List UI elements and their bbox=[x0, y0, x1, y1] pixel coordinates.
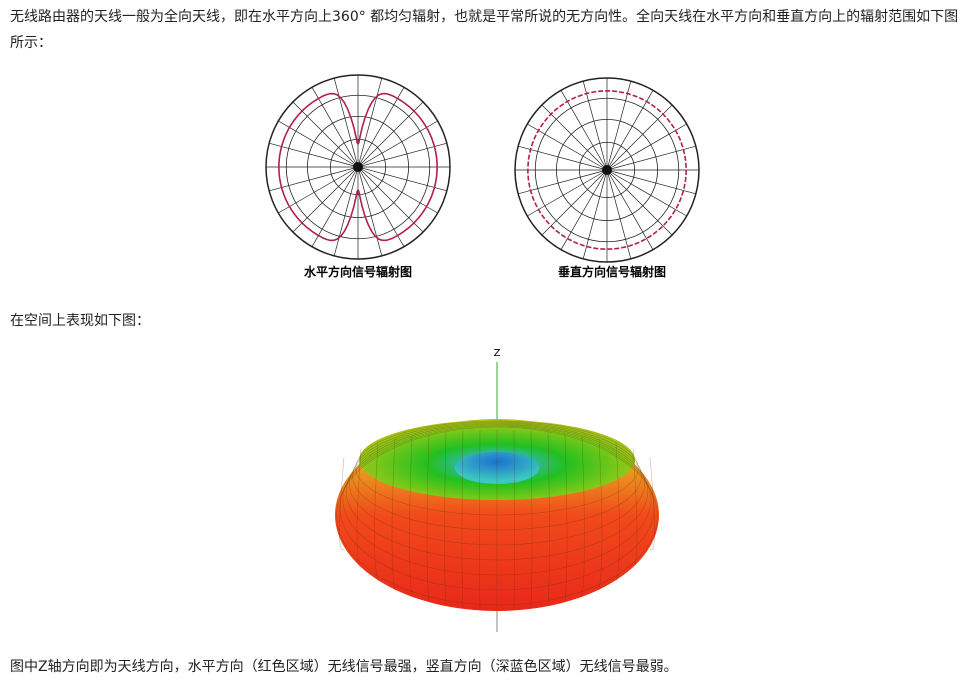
shape bbox=[513, 430, 515, 610]
shape bbox=[444, 432, 447, 606]
shape bbox=[606, 104, 673, 171]
shape bbox=[269, 142, 359, 168]
shape bbox=[356, 448, 362, 569]
shape bbox=[357, 166, 447, 192]
shape bbox=[479, 430, 481, 610]
shape bbox=[541, 169, 608, 236]
shape bbox=[278, 120, 359, 168]
shape bbox=[582, 81, 608, 171]
shape bbox=[292, 101, 359, 168]
shape bbox=[602, 165, 612, 175]
shape bbox=[518, 169, 608, 195]
shape bbox=[357, 166, 405, 247]
shape bbox=[581, 435, 585, 597]
intro-text: 无线路由器的天线一般为全向天线，即在水平方向上360° 都均匀辐射，也就是平常所… bbox=[10, 9, 959, 51]
shape bbox=[606, 145, 696, 171]
shape bbox=[606, 123, 687, 171]
shape bbox=[336, 426, 658, 606]
shape bbox=[426, 433, 430, 602]
shape bbox=[355, 420, 639, 516]
shape bbox=[527, 90, 687, 250]
shape bbox=[615, 442, 620, 581]
shape bbox=[357, 101, 424, 168]
shape bbox=[582, 169, 608, 259]
shape bbox=[606, 169, 687, 217]
shape bbox=[311, 87, 359, 168]
shape bbox=[311, 166, 359, 247]
shape bbox=[606, 169, 632, 259]
shape bbox=[269, 166, 359, 192]
shape bbox=[345, 423, 649, 561]
shape bbox=[527, 123, 608, 171]
shape bbox=[598, 438, 603, 590]
shape bbox=[357, 166, 424, 233]
torus bbox=[335, 419, 659, 611]
shape bbox=[530, 430, 533, 608]
shape bbox=[461, 430, 464, 608]
shape bbox=[342, 424, 652, 576]
vertical-caption: 垂直方向信号辐射图 bbox=[558, 264, 666, 279]
shape bbox=[518, 145, 608, 171]
shape bbox=[527, 169, 608, 217]
shape bbox=[409, 435, 413, 597]
shape bbox=[352, 421, 642, 531]
shape bbox=[357, 166, 383, 256]
conclusion-text: 图中Z轴方向即为天线方向，水平方向（红色区域）无线信号最强，竖直方向（深蓝色区域… bbox=[10, 659, 678, 675]
shape bbox=[357, 87, 405, 168]
horizontal-caption: 水平方向信号辐射图 bbox=[304, 264, 412, 279]
shape bbox=[606, 169, 673, 236]
shape bbox=[560, 90, 608, 171]
shape bbox=[374, 442, 379, 581]
shape bbox=[541, 104, 608, 171]
shape bbox=[349, 422, 645, 546]
shape bbox=[357, 166, 438, 214]
shape bbox=[357, 78, 383, 168]
shape bbox=[339, 457, 345, 551]
figures: 水平方向信号辐射图 垂直方向信号辐射图 Z bbox=[265, 74, 700, 632]
shape bbox=[278, 92, 438, 242]
shape bbox=[564, 433, 568, 602]
shape bbox=[560, 169, 608, 250]
shape bbox=[606, 169, 654, 250]
shape bbox=[339, 425, 655, 591]
space-text: 在空间上表现如下图： bbox=[10, 313, 150, 329]
shape bbox=[606, 81, 632, 171]
shape bbox=[357, 142, 447, 168]
shape bbox=[391, 438, 396, 590]
shape bbox=[547, 432, 550, 606]
shape bbox=[606, 90, 654, 171]
polar-plots bbox=[265, 74, 700, 263]
shape bbox=[632, 448, 638, 569]
z-label: Z bbox=[494, 348, 501, 359]
shape bbox=[649, 457, 655, 551]
shape bbox=[353, 162, 363, 172]
shape bbox=[333, 78, 359, 168]
shape bbox=[333, 166, 359, 256]
shape bbox=[606, 169, 696, 195]
shape bbox=[292, 166, 359, 233]
shape bbox=[278, 166, 359, 214]
shape bbox=[357, 120, 438, 168]
